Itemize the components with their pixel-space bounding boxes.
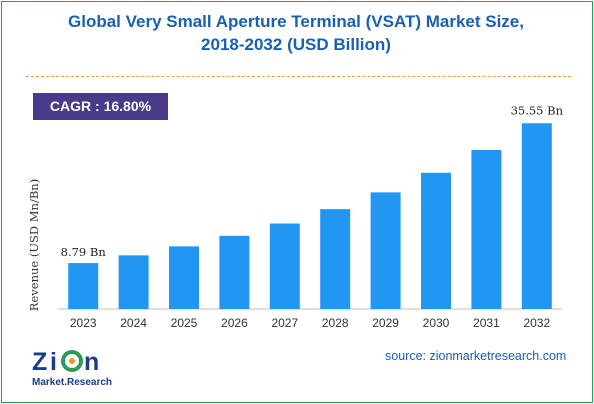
data-label-last: 35.55 Bn [511, 103, 564, 117]
data-label-first: 8.79 Bn [61, 245, 107, 259]
x-tick-label: 2024 [120, 316, 147, 330]
x-tick-label: 2028 [322, 316, 349, 330]
chart-title: Global Very Small Aperture Terminal (VSA… [0, 10, 592, 56]
x-tick-label: 2031 [473, 316, 500, 330]
svg-text:n: n [84, 348, 99, 376]
zion-logo: Z i n Market.Research [32, 348, 112, 388]
bar-2029 [370, 192, 401, 309]
chart-title-line1: Global Very Small Aperture Terminal (VSA… [68, 12, 524, 31]
source-note: source: zionmarketresearch.com [385, 349, 567, 363]
x-tick-label: 2032 [523, 316, 550, 330]
y-axis-label: Revenue (USD Mn/Bn) [27, 179, 41, 311]
bar-2030 [421, 172, 451, 309]
svg-text:Z: Z [32, 348, 47, 376]
bar-2028 [320, 209, 351, 309]
svg-text:i: i [50, 348, 57, 376]
chart-title-line2: 2018-2032 (USD Billion) [201, 35, 391, 54]
cagr-label: CAGR : [49, 98, 100, 114]
bar-2025 [169, 246, 199, 309]
x-tick-label: 2029 [372, 316, 399, 330]
bar-2023 [68, 263, 99, 309]
title-divider [26, 76, 571, 77]
bar-2032 [521, 123, 552, 309]
x-tick-label: 2026 [221, 316, 248, 330]
cagr-value: 16.80% [103, 98, 152, 114]
x-tick-label: 2023 [70, 316, 97, 330]
bar-2026 [219, 235, 250, 309]
x-tick-label: 2025 [171, 316, 198, 330]
bar-2031 [471, 149, 502, 309]
bar-2027 [269, 223, 300, 309]
x-tick-label: 2030 [423, 316, 450, 330]
svg-text:Market.Research: Market.Research [32, 377, 112, 388]
cagr-badge: CAGR : 16.80% [33, 93, 168, 120]
x-tick-label: 2027 [271, 316, 298, 330]
bar-2024 [118, 255, 149, 309]
